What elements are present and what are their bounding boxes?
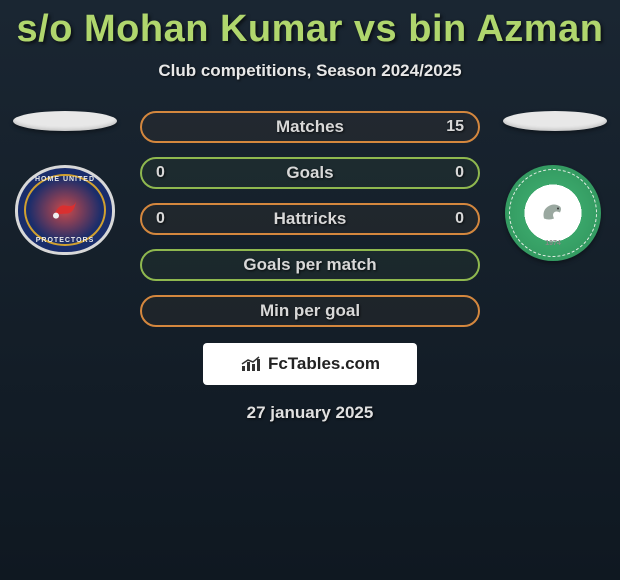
stat-row-matches: Matches 15 <box>140 111 480 143</box>
right-badge-bird-icon <box>536 197 570 227</box>
left-player-silhouette <box>13 111 117 131</box>
stat-label: Hattricks <box>142 209 478 229</box>
stat-left-value: 0 <box>156 210 176 228</box>
main-row: HOME UNITED PROTECTORS Matches 15 0 Goal… <box>0 111 620 327</box>
stat-row-min-per-goal: Min per goal <box>140 295 480 327</box>
stat-right-value: 0 <box>444 210 464 228</box>
stat-row-hattricks: 0 Hattricks 0 <box>140 203 480 235</box>
stat-row-goals: 0 Goals 0 <box>140 157 480 189</box>
right-club-badge: 1974 <box>505 165 605 265</box>
left-club-badge: HOME UNITED PROTECTORS <box>15 165 115 255</box>
brand-text: FcTables.com <box>268 354 380 374</box>
stats-column: Matches 15 0 Goals 0 0 Hattricks 0 Goals… <box>140 111 480 327</box>
subtitle: Club competitions, Season 2024/2025 <box>0 61 620 81</box>
right-badge-year: 1974 <box>505 240 601 247</box>
left-badge-bottom-text: PROTECTORS <box>18 237 112 244</box>
stat-label: Goals per match <box>142 255 478 275</box>
stat-label: Goals <box>142 163 478 183</box>
stat-right-value: 15 <box>444 118 464 136</box>
left-side: HOME UNITED PROTECTORS <box>10 111 120 255</box>
page-title: s/o Mohan Kumar vs bin Azman <box>0 8 620 51</box>
date-label: 27 january 2025 <box>0 403 620 423</box>
stat-label: Matches <box>142 117 478 137</box>
brand-chart-icon <box>240 355 262 373</box>
right-player-silhouette <box>503 111 607 131</box>
comparison-card: s/o Mohan Kumar vs bin Azman Club compet… <box>0 0 620 423</box>
left-badge-emblem-icon <box>50 196 80 225</box>
right-side: 1974 <box>500 111 610 265</box>
left-badge-top-text: HOME UNITED <box>18 176 112 183</box>
stat-label: Min per goal <box>142 301 478 321</box>
stat-row-goals-per-match: Goals per match <box>140 249 480 281</box>
stat-right-value: 0 <box>444 164 464 182</box>
brand-watermark[interactable]: FcTables.com <box>203 343 417 385</box>
stat-left-value: 0 <box>156 164 176 182</box>
